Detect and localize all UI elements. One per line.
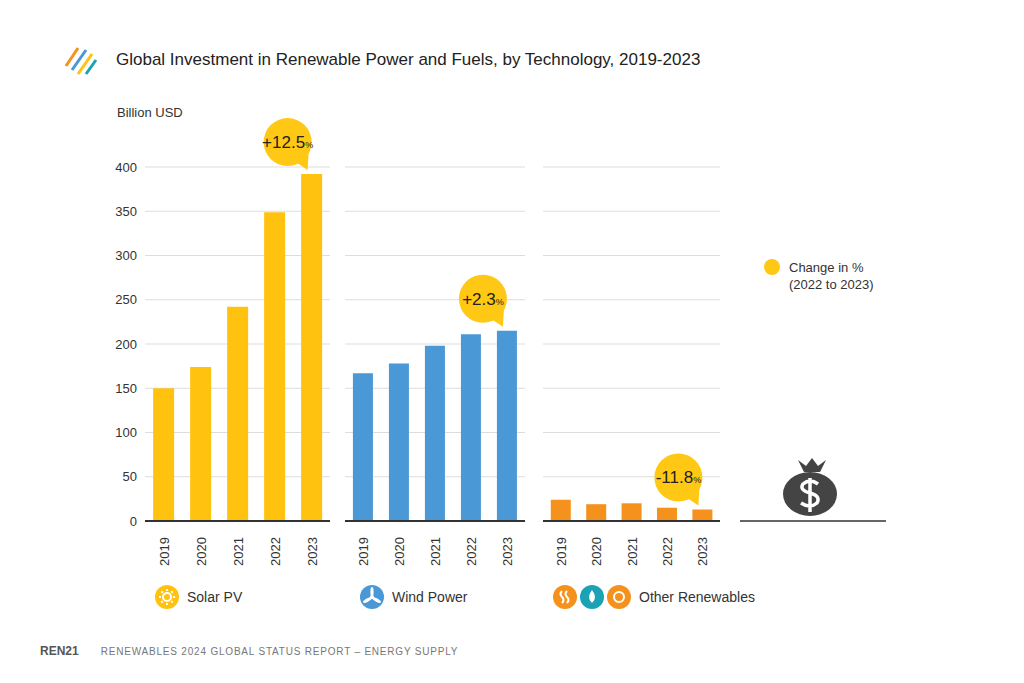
svg-text:2021: 2021: [428, 537, 443, 566]
svg-text:50: 50: [123, 469, 137, 484]
svg-text:200: 200: [115, 337, 137, 352]
html-text:Other Renewables: Other Renewables: [639, 589, 755, 605]
svg-text:2022: 2022: [464, 537, 479, 566]
svg-text:+2.3%: +2.3%: [462, 290, 504, 309]
html-text:Solar PV: Solar PV: [187, 589, 243, 605]
svg-text:2023: 2023: [695, 537, 710, 566]
svg-text:2023: 2023: [305, 537, 320, 566]
svg-text:100: 100: [115, 425, 137, 440]
html-text:RENEWABLES 2024 GLOBAL STATUS: RENEWABLES 2024 GLOBAL STATUS REPORT – E…: [100, 645, 459, 657]
svg-text:250: 250: [115, 292, 137, 307]
svg-text:2019: 2019: [157, 537, 172, 566]
html-text:Global Investment in Renewable: Global Investment in Renewable Power and…: [116, 50, 701, 69]
svg-text:2021: 2021: [625, 537, 640, 566]
svg-text:2022: 2022: [660, 537, 675, 566]
svg-text:2022: 2022: [268, 537, 283, 566]
html-text:Billion USD: Billion USD: [117, 105, 183, 120]
svg-text:300: 300: [115, 248, 137, 263]
svg-text:150: 150: [115, 381, 137, 396]
svg-text:2019: 2019: [356, 537, 371, 566]
svg-text:2019: 2019: [554, 537, 569, 566]
svg-text:2021: 2021: [231, 537, 246, 566]
svg-text:+12.5%: +12.5%: [262, 133, 313, 152]
svg-text:-11.8%: -11.8%: [656, 468, 702, 487]
svg-text:2020: 2020: [392, 537, 407, 566]
svg-text:0: 0: [130, 514, 137, 529]
svg-text:400: 400: [115, 160, 137, 175]
svg-text:350: 350: [115, 204, 137, 219]
html-text:REN21: REN21: [40, 644, 79, 658]
svg-text:2023: 2023: [500, 537, 515, 566]
svg-text:2020: 2020: [589, 537, 604, 566]
html-text:Wind Power: Wind Power: [392, 589, 468, 605]
html-text:(2022 to 2023): (2022 to 2023): [789, 277, 874, 292]
html-text:Change in %: Change in %: [789, 260, 864, 275]
svg-text:2020: 2020: [194, 537, 209, 566]
